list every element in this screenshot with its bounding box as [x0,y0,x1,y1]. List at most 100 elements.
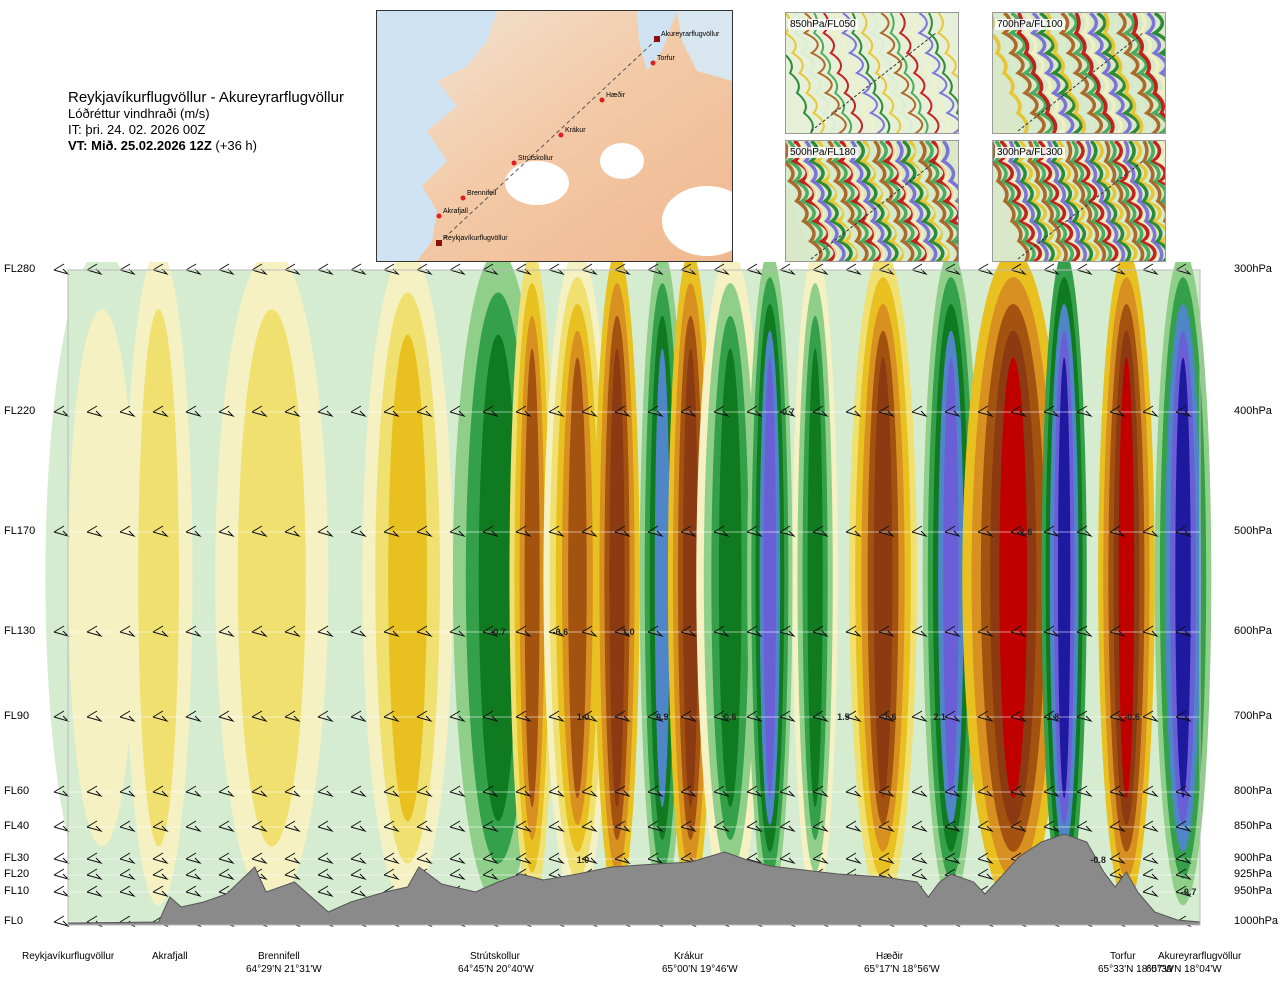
wind-barb [845,785,862,798]
wind-barb [119,625,136,638]
wind-barb [944,785,961,798]
cross-section-chart: -0.7 -0.6 1.0 1.0 1.0 0.9 0.6 -0.7 1.5 -1.6 2.1 -2.… [45,262,1212,928]
wind-barb [680,785,697,798]
minimap-contour [1026,141,1068,261]
wind-barb [878,405,895,418]
vertical-velocity-band [943,357,959,799]
wind-barb [515,785,532,798]
minimap-contour [786,141,830,261]
wind-barb [185,405,202,418]
wind-barb [152,525,169,538]
minimap-contour [993,141,1030,261]
wind-barb [152,625,169,638]
minimap-contour [1073,13,1115,133]
wind-barb [746,820,763,833]
pressure-level-label: 950hPa [1234,885,1272,897]
minimap-contour [927,13,958,116]
minimap-contour [1112,141,1157,261]
wind-barb [878,263,895,276]
wind-barb [482,785,499,798]
wind-barb [86,852,103,865]
minimap-contour [1065,13,1112,133]
wind-barb [680,625,697,638]
contour-value-label: -0.7 [1181,887,1197,897]
wind-barb [119,785,136,798]
station-coordinate: 65°17'N 18°56'W [864,964,940,975]
wind-barb [482,405,499,418]
minimap-contour [797,141,839,261]
wind-barb [317,868,334,881]
wind-barb [911,710,928,723]
wind-barb [416,820,433,833]
wind-barb [845,405,862,418]
wind-barb [845,852,862,865]
issue-time: IT: þri. 24. 02. 2026 00Z [68,122,206,137]
wind-barb [350,625,367,638]
wind-barb [284,625,301,638]
wind-barb [1076,263,1093,276]
minimap-contour [854,141,899,261]
wind-barb [812,625,829,638]
minimap-500-label: 500hPa/FL180 [788,147,858,158]
sea-west [377,11,497,261]
wind-barb [977,785,994,798]
wind-barb [218,852,235,865]
wind-barb [416,263,433,276]
wind-barb [152,868,169,881]
vertical-velocity-band [1057,357,1071,799]
pressure-level-label: 1000hPa [1234,915,1279,927]
minimap-contour [922,141,958,246]
wind-barb [977,405,994,418]
vertical-velocity-band [1118,357,1135,799]
wind-barb [911,405,928,418]
wind-barb [317,405,334,418]
wind-barb [911,820,928,833]
minimap-contour [1135,141,1165,242]
wind-barb [548,525,565,538]
wind-barb [152,710,169,723]
wind-barb [86,625,103,638]
minimap-contour [1122,141,1164,261]
wind-barb [548,625,565,638]
minimap-contour [786,54,814,133]
wind-barb [812,852,829,865]
wind-barb [779,525,796,538]
wind-barb [1142,852,1159,865]
minimap-contour [1080,13,1124,133]
wind-barb [1175,885,1192,898]
wind-barb [548,405,565,418]
wind-barb [647,625,664,638]
wind-barb [449,820,466,833]
wind-barb [449,710,466,723]
station-coordinate: 65°00'N 19°46'W [662,964,738,975]
terrain-profile [67,833,1201,926]
wind-barb [218,263,235,276]
wind-barb [647,525,664,538]
wind-barb [944,820,961,833]
minimap-contour [1141,141,1165,224]
wind-barb [152,885,169,898]
flight-level-label: FL10 [4,885,30,897]
pressure-level-label: 300hPa [1234,263,1272,275]
contour-value-label: 0.9 [656,712,669,722]
wind-barb [581,785,598,798]
minimap-contour [993,141,1036,261]
wind-barb [218,625,235,638]
minimap-contour [840,13,885,133]
minimap-contour [871,141,915,261]
wind-barb [614,820,631,833]
wind-barb [911,525,928,538]
wind-barb [53,868,70,881]
wind-barb [845,525,862,538]
route-map: Reykjavíkurflugvöllur Akrafjall Brennifell… [376,10,733,262]
vertical-velocity-band [568,357,587,799]
minimap-contour [900,141,945,261]
wind-barb [284,820,301,833]
minimap-contour [793,13,836,133]
valid-time: VT: Mið. 25.02.2026 12Z [68,138,212,153]
wind-barb [878,625,895,638]
route-waypoint-marker [599,97,605,103]
minimap-contour [822,13,864,133]
flight-level-label: FL20 [4,868,30,880]
contour-value-label: -0.6 [553,627,569,637]
